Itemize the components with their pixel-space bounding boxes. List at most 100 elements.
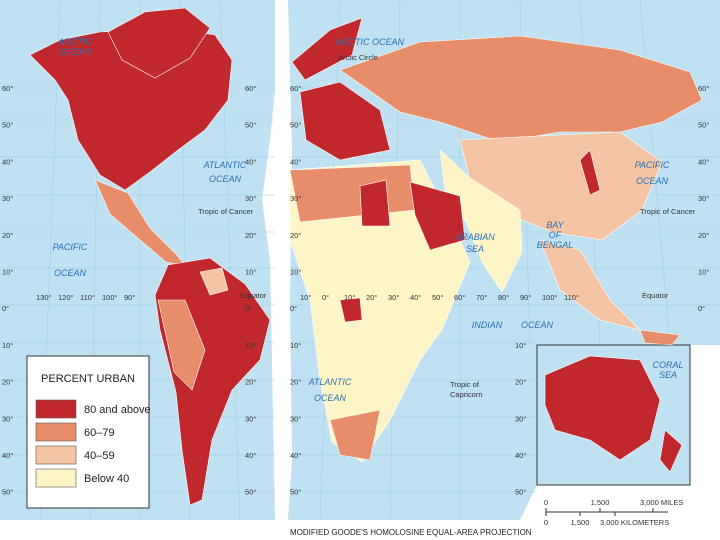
latitude-label: 40° <box>290 157 301 166</box>
ocean-label: ARCTIC OCEAN <box>57 37 92 57</box>
latitude-label: 30° <box>290 194 301 203</box>
new-zealand <box>659 429 683 473</box>
longitude-label: 60° <box>454 293 465 302</box>
latitude-label: 20° <box>515 378 526 387</box>
longitude-label: 90° <box>124 293 135 302</box>
longitude-label: 80° <box>498 293 509 302</box>
latitude-label: 10° <box>2 268 13 277</box>
new-guinea <box>639 329 681 346</box>
latitude-label: 20° <box>245 231 256 240</box>
legend-swatch <box>35 422 77 442</box>
ocean-label: CORAL SEA <box>652 360 683 380</box>
latitude-label: 60° <box>245 84 256 93</box>
longitude-label: 50° <box>432 293 443 302</box>
latitude-label: 30° <box>698 194 709 203</box>
latitude-label: 40° <box>515 451 526 460</box>
legend-label: 80 and above <box>84 404 151 416</box>
latitude-label: 30° <box>2 414 13 423</box>
scale-label: 0 <box>544 518 548 527</box>
guianas <box>199 267 229 296</box>
legend-label: Below 40 <box>84 473 129 485</box>
latitude-label: 60° <box>2 84 13 93</box>
russia <box>339 35 703 143</box>
latitude-label: 30° <box>515 414 526 423</box>
scale-bar <box>545 508 668 516</box>
legend: PERCENT URBAN 80 and above 60–79 40–59 Belo… <box>26 355 151 509</box>
longitude-label: 100° <box>542 293 558 302</box>
southern-africa <box>329 409 381 461</box>
scale-label: 1,500 <box>591 498 610 507</box>
ocean-label: PACIFIC OCEAN <box>635 160 670 186</box>
longitude-label: 110° <box>564 293 579 302</box>
latitude-label: 20° <box>2 378 13 387</box>
greenland <box>107 7 211 79</box>
legend-swatch <box>35 445 77 465</box>
scale-label: 1,500 <box>571 518 590 527</box>
latitude-label: 40° <box>2 451 13 460</box>
latitude-label: 30° <box>245 414 256 423</box>
scale-label: 3,000 KILOMETERS <box>600 518 669 527</box>
latitude-label: 20° <box>290 378 301 387</box>
latitude-label: 10° <box>2 341 13 350</box>
longitude-label: 90° <box>520 293 531 302</box>
line-label: Tropic of Cancer <box>640 207 696 216</box>
longitude-label: 130° <box>36 293 52 302</box>
latitude-label: 20° <box>290 231 301 240</box>
latitude-label: 50° <box>2 488 13 497</box>
legend-items: 80 and above 60–79 40–59 Below 40 <box>35 399 151 488</box>
latitude-label: 40° <box>245 157 256 166</box>
line-label: Arctic Circle <box>338 53 378 62</box>
latitude-label: 40° <box>698 157 709 166</box>
latitude-label: 40° <box>2 157 13 166</box>
ocean-label: ATLANTIC OCEAN <box>308 377 352 403</box>
latitude-label: 20° <box>245 378 256 387</box>
legend-swatch <box>35 468 77 488</box>
libya <box>359 179 391 227</box>
korea-japan <box>579 149 601 196</box>
latitude-label: 10° <box>290 341 301 350</box>
scale-label: 0 <box>544 498 548 507</box>
andes-region <box>157 299 206 391</box>
latitude-label: 20° <box>2 231 13 240</box>
latitude-label: 50° <box>2 121 13 130</box>
latitude-label: 60° <box>290 84 301 93</box>
longitude-label: 0° <box>322 293 329 302</box>
latitude-label: 0° <box>2 304 9 313</box>
latitude-label: 0° <box>245 304 252 313</box>
longitude-label: 20° <box>366 293 377 302</box>
legend-label: 60–79 <box>84 427 115 439</box>
latitude-label: 10° <box>698 268 709 277</box>
latitude-label: 60° <box>698 84 709 93</box>
europe <box>299 81 391 161</box>
longitude-label: 40° <box>410 293 421 302</box>
latitude-label: 0° <box>290 304 297 313</box>
longitude-label: 100° <box>102 293 118 302</box>
ocean-label: ARCTIC OCEAN <box>335 37 405 47</box>
ocean-label: INDIAN OCEAN <box>472 320 554 330</box>
arabia <box>409 181 466 251</box>
greenland-east <box>291 17 363 81</box>
longitude-label: 120° <box>58 293 74 302</box>
latitude-label: 40° <box>245 451 256 460</box>
latitude-label: 30° <box>290 414 301 423</box>
line-label: Tropic of Cancer <box>198 207 254 216</box>
scale-label: 3,000 MILES <box>640 498 683 507</box>
longitude-label: 110° <box>80 293 95 302</box>
ocean-label: BAY OF BENGAL <box>537 220 574 250</box>
longitude-label: 70° <box>476 293 487 302</box>
latitude-label: 50° <box>245 488 256 497</box>
projection-label: MODIFIED GOODE'S HOMOLOSINE EQUAL-AREA P… <box>290 528 532 537</box>
ocean-label: ARABIAN SEA <box>454 232 495 254</box>
latitude-label: 0° <box>698 304 705 313</box>
latitude-label: 10° <box>245 268 256 277</box>
gabon <box>339 297 363 323</box>
latitude-label: 50° <box>698 121 709 130</box>
longitude-label: 10° <box>344 293 355 302</box>
ocean-label: ATLANTIC OCEAN <box>203 160 247 184</box>
line-label: Equator <box>240 291 267 300</box>
latitude-label: 50° <box>290 488 301 497</box>
latitude-label: 10° <box>290 268 301 277</box>
latitude-label: 20° <box>698 231 709 240</box>
legend-label: 40–59 <box>84 450 115 462</box>
